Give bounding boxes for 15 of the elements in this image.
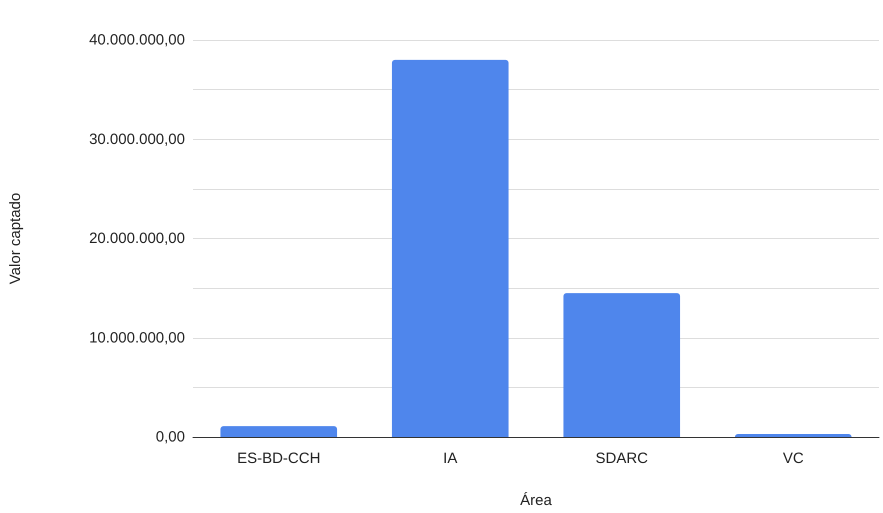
bar [563, 293, 680, 437]
y-axis-title: Valor captado [7, 192, 24, 284]
y-tick-label: 40.000.000,00 [89, 32, 185, 48]
x-axis-title: Área [520, 491, 552, 509]
y-tick-label: 0,00 [156, 428, 185, 446]
bar [734, 434, 852, 437]
bar [220, 426, 338, 437]
x-tick-label: SDARC [595, 450, 648, 467]
y-tick-label: 30.000.000,00 [89, 130, 185, 148]
x-tick-label: VC [782, 450, 804, 467]
bar [392, 60, 509, 437]
x-tick-label: IA [443, 450, 458, 467]
x-tick-label: ES-BD-CCH [237, 450, 320, 467]
y-tick-label: 10.000.000,00 [89, 329, 185, 346]
y-tick-label: 20.000.000,00 [89, 230, 185, 247]
